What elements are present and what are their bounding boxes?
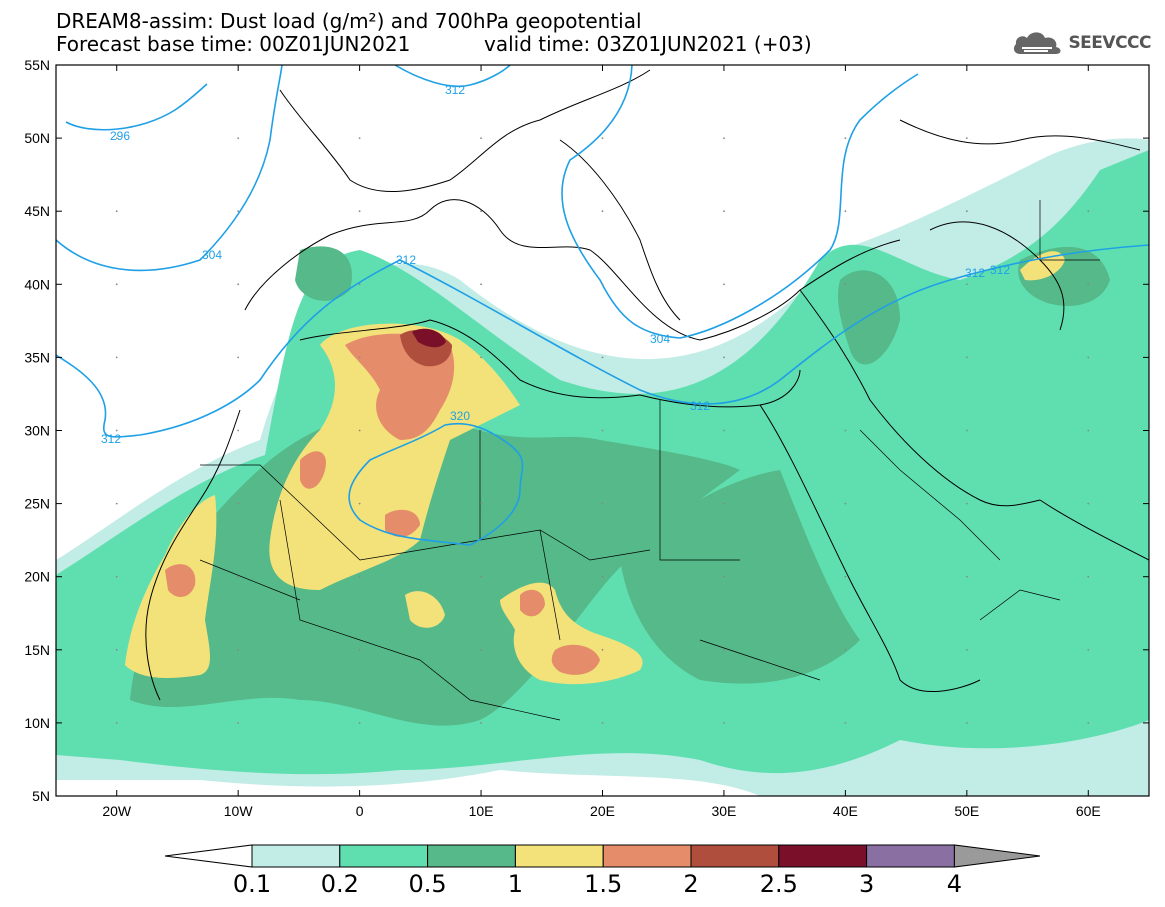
contour-label: 296 (110, 129, 130, 143)
colorbar-label: 0.1 (232, 870, 272, 898)
axis-ticks (56, 64, 1149, 797)
colorbar-segment (427, 844, 516, 868)
lon-label: 20W (102, 803, 132, 819)
lat-label: 45N (24, 203, 50, 219)
colorbar-label: 1 (507, 870, 524, 898)
logo-text: SEEVCCC (1068, 33, 1151, 53)
colorbar-segment (251, 844, 341, 868)
longitude-labels: 20W 10W 0 10E 20E 30E 40E 50E 60E (102, 803, 1100, 819)
contour-label: 312 (690, 399, 710, 413)
seevccc-logo: SEEVCCC (1012, 28, 1151, 58)
colorbar-segment (602, 844, 692, 868)
contour-label: 312 (965, 266, 985, 280)
colorbar-segment (866, 844, 955, 868)
contour-label: 304 (202, 248, 222, 262)
forecast-base-time: Forecast base time: 00Z01JUN2021 (56, 32, 411, 56)
lat-label: 30N (24, 423, 50, 439)
contour-label: 312 (396, 253, 416, 267)
colorbar-high-arrow (953, 844, 1041, 868)
colorbar-segment (778, 844, 868, 868)
lon-label: 10E (469, 803, 494, 819)
lat-label: 10N (24, 715, 50, 731)
dust-fields (56, 65, 1149, 796)
lon-label: 10W (224, 803, 254, 819)
lon-label: 0 (356, 803, 364, 819)
coastlines (145, 69, 1149, 701)
lon-label: 40E (833, 803, 858, 819)
colorbar-label: 0.5 (408, 870, 447, 898)
contour-labels: 296 304 312 312 312 312 320 304 312 312 (101, 83, 1010, 446)
contour-label: 312 (445, 83, 465, 97)
latitude-labels: 55N 50N 45N 40N 35N 30N 25N 20N 15N 10N 5N (24, 57, 50, 804)
contour-label: 320 (450, 409, 470, 423)
colorbar-segment (690, 844, 780, 868)
lon-label: 20E (590, 803, 615, 819)
lat-label: 15N (24, 642, 50, 658)
colorbar-label: 2 (683, 870, 699, 898)
valid-time: valid time: 03Z01JUN2021 (+03) (484, 32, 812, 56)
dust-level-1 (269, 323, 520, 590)
colorbar-segment (339, 844, 429, 868)
colorbar-label: 1.5 (584, 870, 623, 898)
lon-label: 30E (711, 803, 736, 819)
colorbar (164, 844, 1041, 868)
geopotential-contours (56, 65, 1149, 546)
lon-label: 60E (1076, 803, 1101, 819)
lat-label: 20N (24, 569, 50, 585)
colorbar-label: 4 (946, 870, 963, 898)
colorbar-low-arrow (164, 844, 253, 868)
colorbar-label: 3 (858, 870, 875, 898)
contour-label: 304 (650, 332, 670, 346)
cloud-icon (1014, 32, 1061, 54)
lat-label: 40N (24, 276, 50, 292)
colorbar-label: 0.2 (320, 870, 359, 898)
map-title: DREAM8-assim: Dust load (g/m²) and 700hP… (56, 9, 642, 33)
contour-label: 312 (990, 263, 1010, 277)
contour-label: 312 (101, 432, 121, 446)
colorbar-segment (514, 844, 604, 868)
dust-level-2.5 (412, 328, 446, 348)
colorbar-label: 2.5 (759, 870, 798, 898)
lat-label: 25N (24, 496, 50, 512)
graticule (115, 137, 1090, 724)
lon-label: 50E (954, 803, 979, 819)
lat-label: 55N (24, 57, 50, 73)
lat-label: 50N (24, 130, 50, 146)
lat-label: 5N (32, 788, 50, 804)
lat-label: 35N (24, 349, 50, 365)
